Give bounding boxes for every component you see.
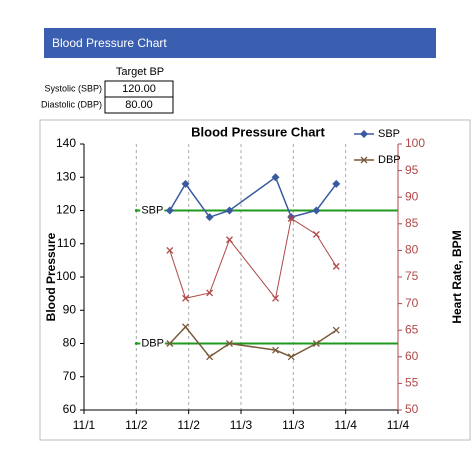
point [332, 262, 340, 270]
point [312, 206, 321, 215]
point [272, 294, 279, 302]
x-tick-label: 11/2 [125, 418, 148, 432]
y-tick-label: 140 [56, 136, 76, 150]
point [332, 326, 340, 334]
series-line [169, 325, 337, 358]
x-tick-label: 11/4 [334, 418, 357, 432]
y-tick-label: 70 [63, 369, 77, 383]
y2-tick-label: 80 [405, 243, 419, 257]
point [287, 353, 295, 361]
point [206, 289, 214, 297]
header-title: Blood Pressure Chart [52, 36, 167, 50]
point [226, 340, 233, 347]
y2-tick-label: 75 [405, 269, 419, 283]
y2-tick-label: 95 [405, 163, 419, 177]
y-tick-label: 100 [56, 269, 76, 283]
table-value: 120.00 [122, 83, 156, 95]
y-axis-label: Blood Pressure [44, 232, 58, 321]
point [226, 236, 233, 244]
series-line [169, 217, 337, 300]
point [360, 130, 368, 138]
point [225, 206, 234, 215]
target-label: DBP [141, 337, 164, 349]
point [271, 173, 280, 182]
point [165, 206, 174, 215]
y-tick-label: 110 [57, 236, 76, 250]
point [360, 156, 368, 164]
target-dot [134, 209, 138, 212]
point [166, 340, 174, 347]
x-tick-label: 11/3 [282, 418, 305, 432]
point [182, 323, 189, 331]
y-tick-label: 130 [56, 169, 76, 183]
point [272, 346, 279, 354]
series-line [169, 176, 337, 219]
target-label: SBP [141, 204, 163, 216]
y-tick-label: 60 [63, 402, 77, 416]
x-tick-label: 11/3 [230, 418, 253, 432]
target-label-bg [140, 204, 165, 217]
y2-tick-label: 85 [405, 216, 419, 230]
y2-tick-label: 60 [405, 349, 419, 363]
y2-tick-label: 100 [405, 136, 425, 150]
y2-tick-label: 70 [405, 296, 419, 310]
point [182, 294, 189, 302]
point [181, 179, 190, 188]
point [287, 213, 296, 222]
point [312, 230, 320, 238]
point [205, 213, 214, 222]
table-label: Diastolic (DBP) [41, 99, 102, 109]
y2-tick-label: 65 [405, 322, 419, 336]
target-label-bg [140, 337, 165, 350]
table-label: Systolic (SBP) [44, 83, 102, 93]
chart-frame [39, 119, 471, 441]
y2-axis-label: Heart Rate, BPM [450, 230, 464, 323]
table-value: 80.00 [125, 99, 153, 111]
target-dot [134, 342, 138, 345]
legend-label: DBP [378, 154, 401, 166]
x-tick-label: 11/1 [73, 418, 96, 432]
point [206, 353, 214, 361]
point [312, 340, 320, 347]
point [287, 215, 295, 222]
y-tick-label: 80 [63, 336, 77, 350]
header-bar [44, 28, 436, 58]
chart-title: Blood Pressure Chart [191, 124, 325, 139]
point [332, 179, 341, 188]
point [166, 246, 174, 254]
legend-label: SBP [378, 128, 400, 140]
y2-tick-label: 55 [405, 376, 419, 390]
y-tick-label: 120 [56, 203, 76, 217]
y2-tick-label: 50 [405, 402, 419, 416]
y2-tick-label: 90 [405, 189, 419, 203]
table-title: Target BP [116, 66, 164, 78]
y-tick-label: 90 [63, 302, 77, 316]
x-tick-label: 11/4 [387, 418, 410, 432]
x-tick-label: 11/2 [177, 418, 200, 432]
